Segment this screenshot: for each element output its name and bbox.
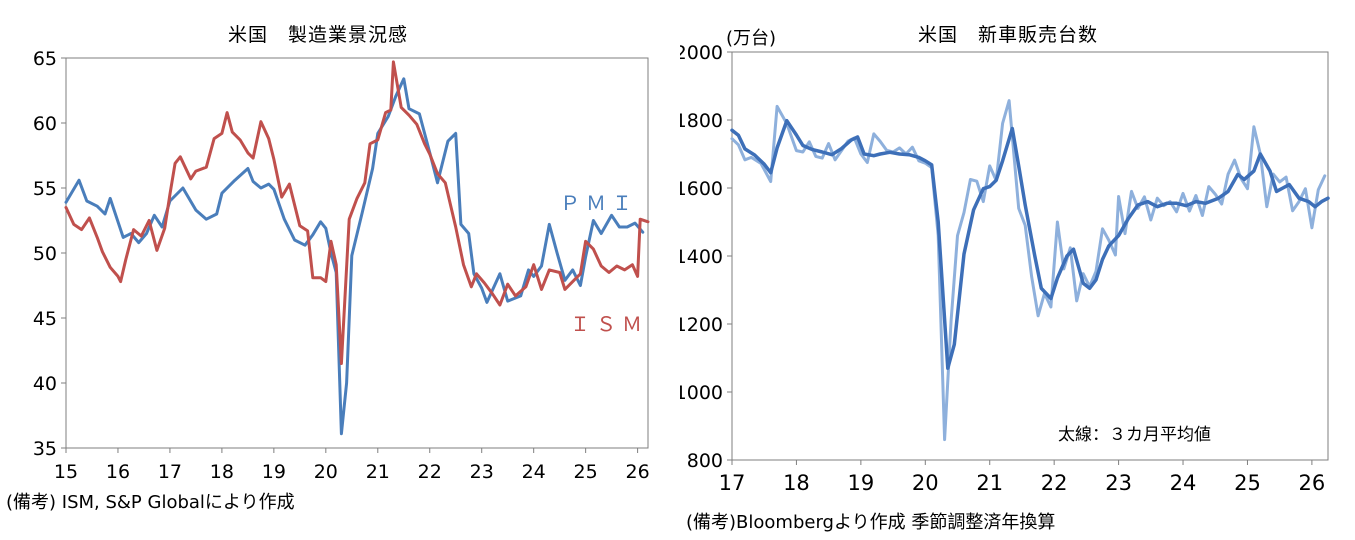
left-chart-x-tick-label: 21 (366, 461, 390, 483)
right-chart-svg: 800 1000 1200 1400 1600 1800 2000 17 18 19 20 21 22 2… (680, 42, 1330, 495)
manufacturing-pmi-chart-panel: 米国 製造業景況感 35 40 45 50 55 60 65 15 16 17 18 19 20 21 22… (0, 0, 670, 540)
left-chart-x-tick-label: 20 (314, 461, 338, 483)
left-chart-y-tick-label: 50 (33, 243, 57, 265)
right-chart-x-tick-label: 24 (1170, 471, 1197, 495)
left-chart-source-note: (備考) ISM, S&P Globalにより作成 (6, 492, 295, 513)
right-chart-y-tick-label: 1200 (680, 314, 723, 336)
right-chart-y-tick-label: 1400 (680, 246, 723, 268)
left-chart-y-tick-label: 45 (33, 308, 57, 330)
left-chart-x-tick-label: 16 (106, 461, 130, 483)
auto-sales-chart-panel: (万台) 米国 新車販売台数 800 1000 1200 1400 1600 1800 20… (680, 0, 1355, 540)
left-chart-x-tick-label: 18 (210, 461, 234, 483)
left-chart-x-tick-label: 23 (470, 461, 494, 483)
right-chart-series-avg-line (730, 118, 1330, 370)
right-chart-x-tick-label: 19 (847, 471, 874, 495)
right-chart-x-tick-label: 18 (783, 471, 810, 495)
right-chart-x-tick-label: 25 (1234, 471, 1261, 495)
left-chart-plot-frame (65, 57, 649, 449)
left-chart-x-tick-label: 25 (574, 461, 598, 483)
left-chart-y-tick-label: 55 (33, 178, 57, 200)
left-chart-x-tick-label: 15 (54, 461, 78, 483)
moving-average-note: 太線：３カ月平均値 (1058, 425, 1211, 445)
left-chart-y-tick-label: 65 (33, 48, 57, 70)
left-chart-x-tick-label: 22 (418, 461, 442, 483)
left-chart-svg: 35 40 45 50 55 60 65 15 16 17 18 19 20 21 22 23 24 25 26 ＰＭ… (33, 48, 650, 483)
left-chart-x-tick-label: 17 (158, 461, 182, 483)
right-chart-source-note: (備考)Bloombergより作成 季節調整済年換算 (686, 512, 1056, 533)
left-chart-series-ism-line (64, 60, 650, 365)
right-chart-title: 米国 新車販売台数 (918, 24, 1099, 46)
left-chart-title: 米国 製造業景況感 (228, 24, 409, 46)
left-chart-x-tick-label: 26 (626, 461, 650, 483)
left-chart-series-pmi-line (64, 77, 645, 436)
right-chart-x-tick-label: 22 (1041, 471, 1068, 495)
right-chart-y-tick-label: 1000 (680, 382, 723, 404)
right-chart-y-tick-label: 800 (687, 450, 723, 472)
right-chart-x-tick-label: 23 (1105, 471, 1132, 495)
left-chart-y-tick-label: 40 (33, 373, 57, 395)
left-chart-x-tick-label: 19 (262, 461, 286, 483)
right-chart-y-tick-label: 1600 (680, 178, 723, 200)
ism-series-label: ＩＳＭ (570, 312, 648, 336)
right-chart-y-tick-label: 2000 (680, 42, 723, 64)
left-chart-y-tick-label: 35 (33, 438, 57, 460)
right-chart-x-tick-label: 21 (976, 471, 1003, 495)
pmi-series-label: ＰＭＩ (560, 191, 638, 215)
right-chart-unit-label: (万台) (726, 28, 777, 49)
right-chart-y-tick-label: 1800 (680, 110, 723, 132)
right-chart-x-tick-label: 26 (1299, 471, 1326, 495)
right-chart-x-tick-label: 17 (719, 471, 746, 495)
left-chart-y-tick-label: 60 (33, 113, 57, 135)
left-chart-x-tick-label: 24 (522, 461, 546, 483)
right-chart-x-tick-label: 20 (912, 471, 939, 495)
